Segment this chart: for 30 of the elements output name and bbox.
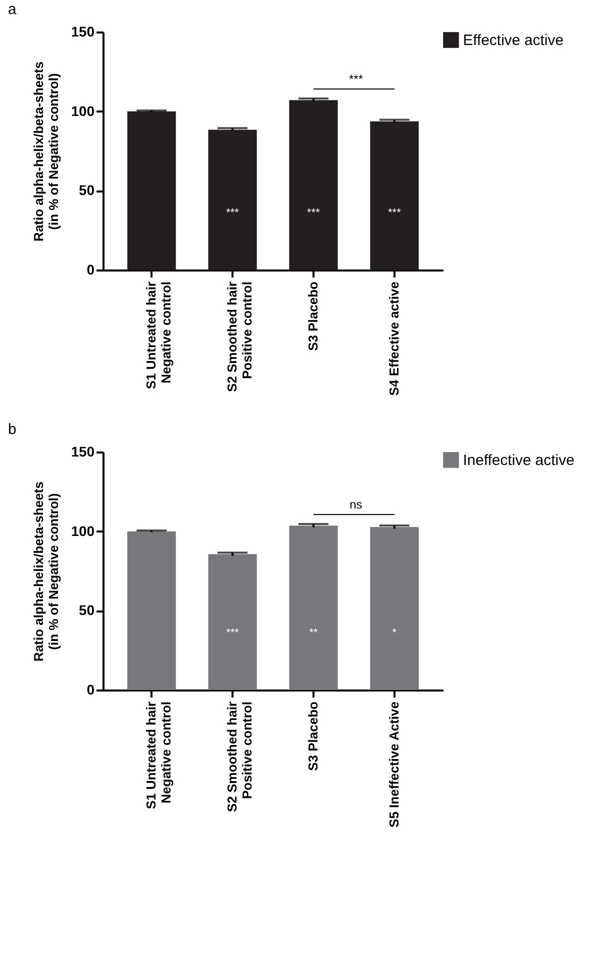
annotation: *** <box>388 206 402 219</box>
y-tick-label: 100 <box>71 102 95 119</box>
x-tick-label: S5 Ineffective Active <box>386 702 402 828</box>
y-tick-label: 150 <box>71 444 95 460</box>
annotation: * <box>392 626 398 639</box>
annotation: *** <box>226 206 240 219</box>
legend-label: Effective active <box>463 32 564 49</box>
annotation: *** <box>226 626 240 639</box>
y-tick-label: 0 <box>86 682 95 698</box>
chart-title: a <box>8 1 17 18</box>
annotation: ns <box>350 498 362 512</box>
y-axis-title: Ratio alpha-helix/beta-sheets (in % of Negative control) <box>31 62 62 242</box>
y-tick-label: 150 <box>71 24 95 40</box>
legend-label: Ineffective active <box>463 452 574 469</box>
annotation: *** <box>307 206 321 219</box>
y-tick-label: 50 <box>78 182 95 198</box>
x-tick-label: S2 Smoothed hair Positive control <box>224 702 255 812</box>
y-tick-label: 50 <box>78 602 95 618</box>
x-tick-label: S2 Smoothed hair Positive control <box>224 282 255 392</box>
y-axis-title: Ratio alpha-helix/beta-sheets (in % of Negative control) <box>31 482 62 662</box>
x-tick-label: S4 Effective active <box>386 282 402 396</box>
y-tick-label: 100 <box>71 522 95 539</box>
y-tick-label: 0 <box>86 262 95 278</box>
chart-title: b <box>8 421 16 438</box>
x-tick-label: S1 Untreated hair Negative control <box>144 282 174 390</box>
annotation: ** <box>309 626 318 639</box>
x-tick-label: S3 Placebo <box>305 281 320 351</box>
annotation: *** <box>348 72 364 86</box>
x-tick-label: S3 Placebo <box>305 701 320 771</box>
x-tick-label: S1 Untreated hair Negative control <box>144 702 174 810</box>
